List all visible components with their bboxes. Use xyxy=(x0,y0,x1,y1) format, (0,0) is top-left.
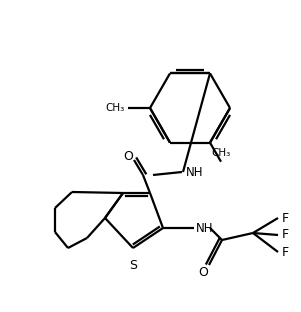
Text: F: F xyxy=(282,228,289,241)
Text: NH: NH xyxy=(196,222,213,235)
Text: F: F xyxy=(282,246,289,259)
Text: S: S xyxy=(129,259,137,272)
Text: F: F xyxy=(282,212,289,225)
Text: O: O xyxy=(198,266,208,280)
Text: O: O xyxy=(123,150,133,163)
Text: CH₃: CH₃ xyxy=(106,103,125,113)
Text: NH: NH xyxy=(186,165,203,178)
Text: CH₃: CH₃ xyxy=(211,148,231,158)
